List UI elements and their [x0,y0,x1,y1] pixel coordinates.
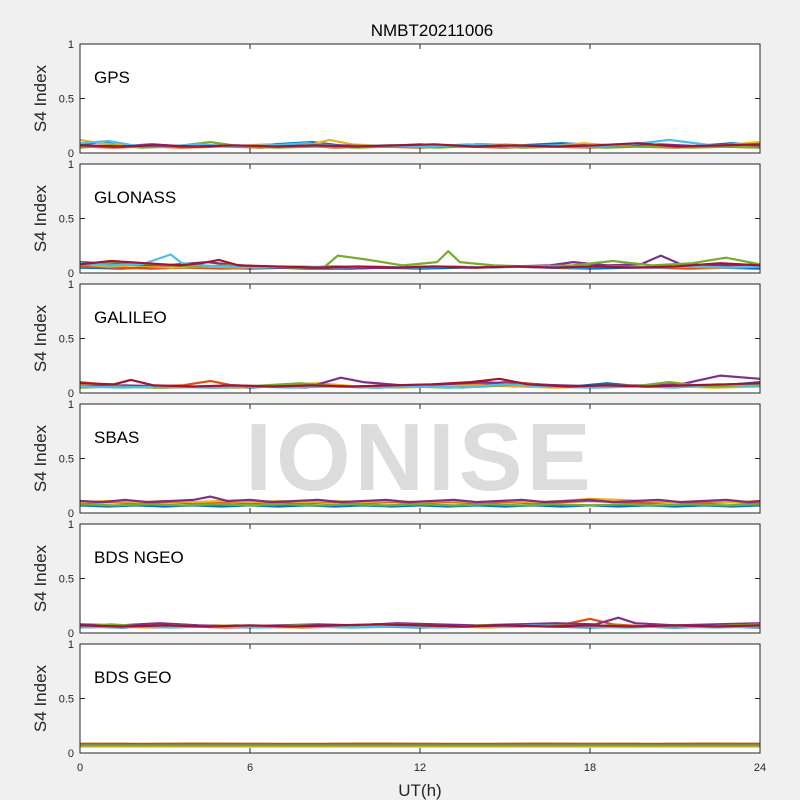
y-axis-label: S4 Index [31,424,50,492]
y-axis-label: S4 Index [31,304,50,372]
y-tick-label: 1 [68,39,74,51]
y-tick-label: 0 [68,748,74,760]
panel-label: BDS GEO [94,668,171,687]
axes-background [80,164,760,273]
x-tick-label: 24 [754,762,766,774]
y-tick-label: 0 [68,508,74,520]
y-tick-label: 1 [68,159,74,171]
series-line-5 [80,503,760,507]
series-group [80,742,760,748]
y-axis-label: S4 Index [31,544,50,612]
y-tick-label: 1 [68,399,74,411]
panel-sbas: 0 0.5 1 SBAS S4 Index [31,399,761,520]
x-tick-label: 6 [247,762,253,774]
series-line-4 [80,495,760,504]
y-tick-label: 0.5 [59,574,74,586]
panel-galileo: 0 0.5 1 GALILEO S4 Index [31,279,761,400]
panel-label: GPS [94,68,130,87]
x-tick-label: 12 [414,762,426,774]
series-line-7 [80,623,760,628]
series-group [80,616,760,629]
series-line-7 [80,142,760,148]
y-tick-label: 0 [68,628,74,640]
axes-background [80,44,760,153]
y-tick-label: 1 [68,279,74,291]
y-tick-label: 0.5 [59,454,74,466]
panels: 0 0.5 1 GPS S4 Index 0 0.5 1 GLONASS S4 Index 0 0.5… [31,39,766,774]
y-axis-label: S4 Index [31,664,50,732]
y-axis-label: S4 Index [31,64,50,132]
series-group [80,495,760,508]
series-group [80,374,760,389]
y-tick-label: 0.5 [59,94,74,106]
x-axis-label: UT(h) [398,781,441,800]
x-tick-label: 0 [77,762,83,774]
x-tick-label: 18 [584,762,596,774]
axes-background [80,524,760,633]
panel-label: SBAS [94,428,139,447]
y-tick-label: 1 [68,639,74,651]
y-tick-label: 0.5 [59,334,74,346]
y-tick-label: 0 [68,268,74,280]
y-tick-label: 0 [68,148,74,160]
panel-label: GALILEO [94,308,167,327]
panel-glonass: 0 0.5 1 GLONASS S4 Index [31,159,761,280]
panel-label: BDS NGEO [94,548,184,567]
y-tick-label: 1 [68,519,74,531]
series-line-7 [80,258,760,269]
axes-background [80,644,760,753]
panel-bds-ngeo: 0 0.5 1 BDS NGEO S4 Index [31,519,761,640]
axes-background [80,284,760,393]
panel-bds-geo: 0 0.5 1 0 6 12 18 24 BDS GEO S4 Index [31,639,766,774]
axes-background [80,404,760,513]
panel-label: GLONASS [94,188,176,207]
y-tick-label: 0 [68,388,74,400]
panel-gps: 0 0.5 1 GPS S4 Index [31,39,761,160]
series-group [80,138,760,149]
y-tick-label: 0.5 [59,694,74,706]
series-line-7 [80,377,760,388]
y-axis-label: S4 Index [31,184,50,252]
watermark: IONISE [245,404,594,511]
figure-title: NMBT20211006 [371,21,494,40]
y-tick-label: 0.5 [59,214,74,226]
